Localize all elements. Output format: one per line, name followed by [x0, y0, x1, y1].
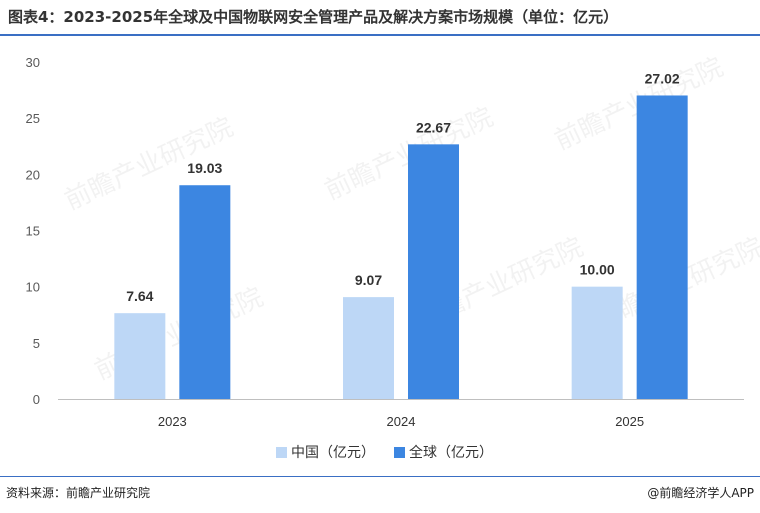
y-tick-label: 25 — [26, 111, 40, 126]
legend-label: 中国（亿元） — [291, 445, 375, 461]
legend: 中国（亿元） 全球（亿元） — [276, 444, 493, 461]
bar-global — [636, 95, 688, 399]
data-label: 9.07 — [355, 272, 382, 288]
x-axis: 2023 2024 2025 — [158, 414, 644, 429]
title-divider — [0, 34, 760, 36]
footer-divider — [0, 476, 760, 477]
bar-china — [343, 297, 394, 399]
legend-swatch-global — [394, 447, 405, 458]
y-tick-label: 10 — [26, 280, 40, 295]
legend-swatch-china — [276, 447, 287, 458]
brand-note: @前瞻经济学人APP — [647, 486, 754, 500]
chart-title: 图表4：2023-2025年全球及中国物联网安全管理产品及解决方案市场规模（单位… — [8, 8, 619, 26]
bar-global — [179, 185, 231, 399]
source-note: 资料来源：前瞻产业研究院 — [6, 486, 151, 500]
x-tick-label: 2024 — [387, 414, 416, 429]
y-tick-label: 0 — [33, 392, 40, 407]
y-tick-label: 5 — [33, 336, 40, 351]
x-tick-label: 2023 — [158, 414, 187, 429]
y-tick-label: 30 — [26, 55, 40, 70]
data-label: 19.03 — [187, 160, 222, 176]
data-label: 7.64 — [126, 288, 153, 304]
y-axis: 0 5 10 15 20 25 30 — [26, 55, 40, 407]
bar-global — [408, 144, 459, 399]
data-label: 10.00 — [580, 262, 615, 278]
data-label: 27.02 — [645, 70, 680, 86]
bar-china — [114, 313, 166, 399]
bar-china — [571, 286, 623, 399]
bar-chart: 前瞻产业研究院前瞻产业研究院前瞻产业研究院前瞻产业研究院前瞻产业研究院前瞻产业研… — [26, 52, 760, 461]
data-label: 22.67 — [416, 119, 451, 135]
bars: 7.64 19.03 9.07 22.67 10.00 27.02 — [114, 70, 688, 399]
y-tick-label: 20 — [26, 167, 40, 182]
x-tick-label: 2025 — [615, 414, 644, 429]
y-tick-label: 15 — [26, 224, 40, 239]
legend-label: 全球（亿元） — [409, 444, 493, 461]
